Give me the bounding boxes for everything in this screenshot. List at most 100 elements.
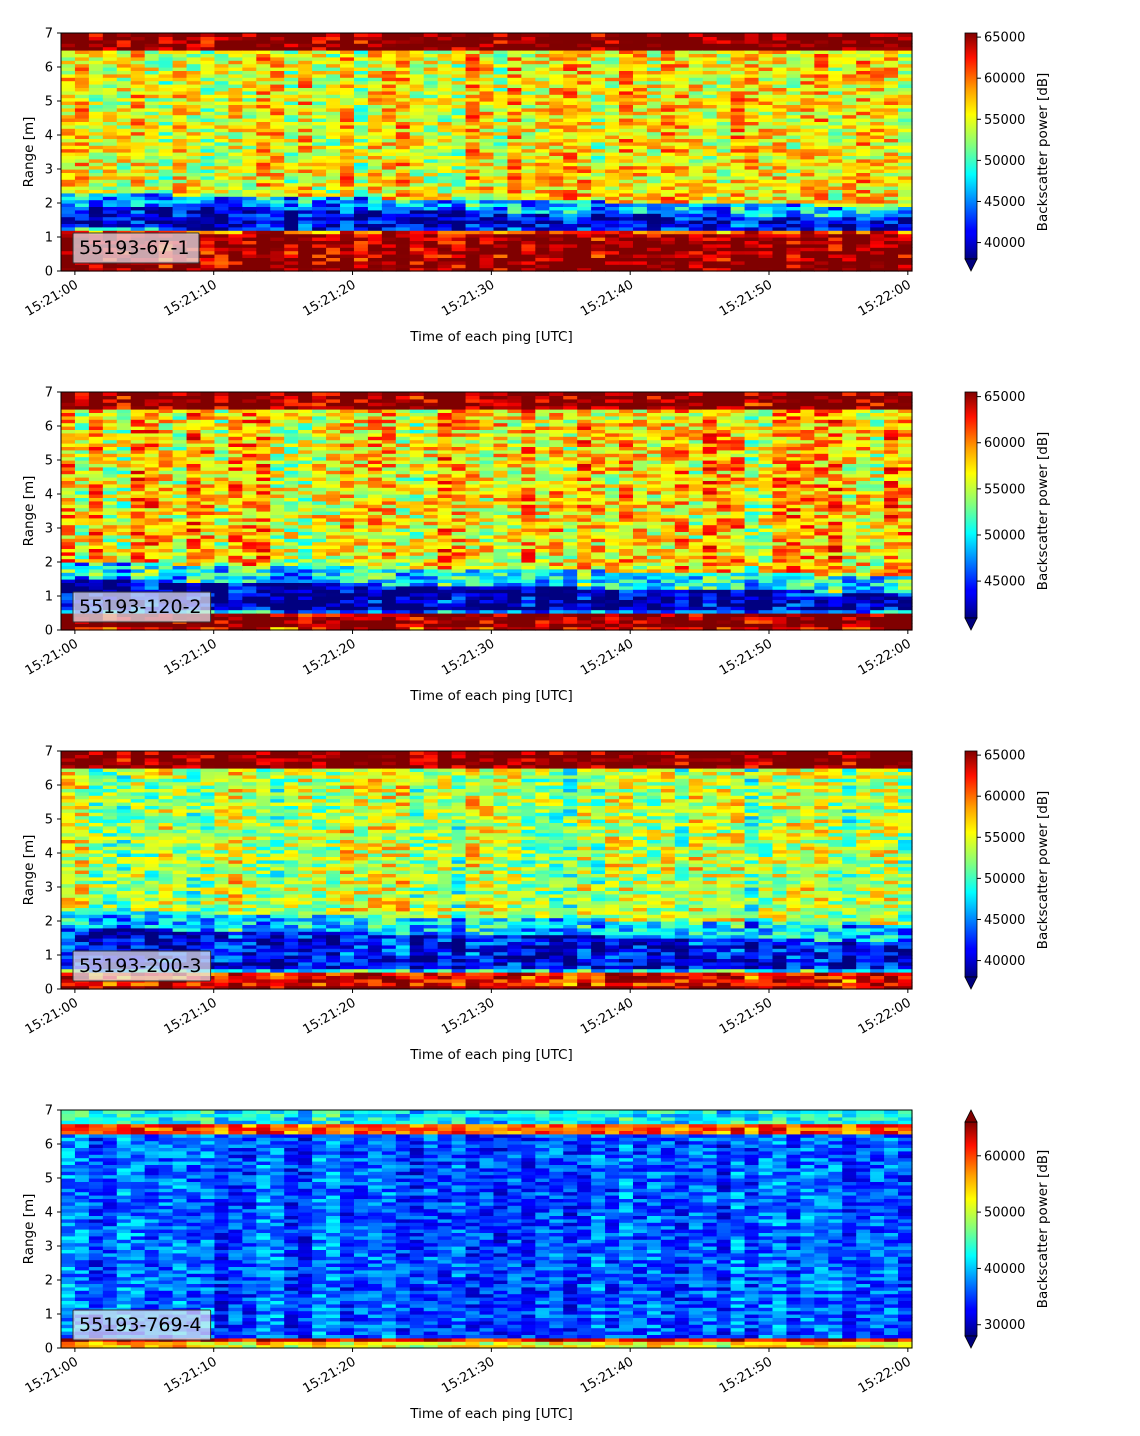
x-tick-label: 15:21:30 [439,277,497,319]
colorbar-tick-label: 30000 [984,1318,1025,1333]
y-tick-label: 2 [45,197,53,212]
x-axis-label: Time of each ping [UTC] [409,329,573,345]
x-tick-label: 15:21:00 [23,636,81,678]
y-tick-label: 0 [45,624,53,639]
y-tick-label: 1 [45,949,53,964]
x-tick-label: 15:21:20 [300,1354,358,1396]
colorbar-label: Backscatter power [dB] [1035,1150,1051,1309]
y-tick-label: 6 [45,779,53,794]
x-tick-label: 15:21:30 [439,1354,497,1396]
x-axis-label: Time of each ping [UTC] [409,688,573,704]
colorbar-tick-label: 65000 [984,749,1025,764]
x-tick-label: 15:21:30 [439,995,497,1037]
colorbar-tick-label: 40000 [984,1262,1025,1277]
y-axis-label: Range [m] [21,1194,37,1265]
panel-2: 0 1 2 3 4 5 6 7 15:21:00 15:21:10 15:21:20 15:21:30… [21,386,1051,705]
y-tick-label: 6 [45,420,53,435]
y-tick-label: 5 [45,1172,53,1187]
x-tick-label: 15:21:50 [717,277,775,319]
y-axis-label: Range [m] [21,476,37,547]
y-tick-label: 1 [45,1308,53,1323]
x-tick-label: 15:21:00 [23,1354,81,1396]
y-tick-label: 5 [45,454,53,469]
panel-label-text: 55193-200-3 [79,955,202,977]
colorbar-tick-label: 65000 [984,31,1025,46]
y-tick-label: 7 [45,745,53,760]
colorbar-tick-label: 50000 [984,872,1025,887]
x-tick-label: 15:21:40 [578,277,636,319]
x-tick-label: 15:21:50 [717,995,775,1037]
y-tick-label: 0 [45,265,53,280]
colorbar-gradient [964,750,978,978]
y-tick-label: 7 [45,27,53,42]
colorbar-tick-label: 60000 [984,72,1025,87]
y-tick-label: 3 [45,1240,53,1255]
y-tick-label: 3 [45,522,53,537]
colorbar-tick-label: 45000 [984,195,1025,210]
panel-label-text: 55193-67-1 [79,237,189,259]
x-tick-label: 15:21:50 [717,636,775,678]
panel-label-text: 55193-120-2 [79,596,202,618]
y-axis-label: Range [m] [21,117,37,188]
panel-label: 55193-67-1 [72,232,200,264]
y-axis-label: Range [m] [21,835,37,906]
colorbar-label: Backscatter power [dB] [1035,73,1051,232]
colorbar-label: Backscatter power [dB] [1035,432,1051,591]
y-tick-label: 1 [45,231,53,246]
colorbar-tick-label: 45000 [984,913,1025,928]
x-tick-label: 15:21:30 [439,636,497,678]
colorbar-tick-label: 60000 [984,1149,1025,1164]
panel-4: 0 1 2 3 4 5 6 7 15:21:00 15:21:10 15:21:20 15:21:30… [21,1104,1051,1423]
colorbar-tick-label: 65000 [984,390,1025,405]
colorbar: 40000 45000 50000 55000 60000 65000 Backscatte… [964,749,1051,990]
colorbar: 40000 45000 50000 55000 60000 65000 Backscatte… [964,31,1051,272]
axes-frame [60,1109,913,1349]
colorbar-gradient [964,391,978,619]
y-tick-label: 3 [45,881,53,896]
colorbar-gradient [964,32,978,260]
y-tick-label: 3 [45,163,53,178]
x-tick-label: 15:21:50 [717,1354,775,1396]
axes-frame [60,391,913,631]
y-tick-label: 5 [45,95,53,110]
y-tick-label: 2 [45,915,53,930]
panel-label: 55193-769-4 [72,1309,212,1341]
colorbar-extend-min [964,258,978,272]
colorbar-label: Backscatter power [dB] [1035,791,1051,950]
x-tick-label: 15:21:00 [23,995,81,1037]
heatmap [61,392,913,631]
colorbar-tick-label: 45000 [984,575,1025,590]
y-tick-label: 1 [45,590,53,605]
x-tick-label: 15:21:40 [578,1354,636,1396]
colorbar-tick-label: 50000 [984,1206,1025,1221]
colorbar-gradient [964,1121,978,1337]
x-tick-label: 15:22:00 [856,636,914,678]
y-tick-label: 4 [45,1206,53,1221]
colorbar-tick-label: 60000 [984,790,1025,805]
panel-label: 55193-120-2 [72,591,212,623]
x-tick-label: 15:21:00 [23,277,81,319]
colorbar-tick-label: 40000 [984,236,1025,251]
panel-label: 55193-200-3 [72,950,212,982]
x-tick-label: 15:22:00 [856,277,914,319]
axes-frame [60,32,913,272]
y-tick-label: 4 [45,847,53,862]
y-tick-label: 7 [45,386,53,401]
colorbar-extend-min [964,976,978,990]
panel-label-text: 55193-769-4 [79,1314,202,1336]
colorbar-tick-label: 40000 [984,954,1025,969]
x-tick-label: 15:22:00 [856,1354,914,1396]
panel-3: 0 1 2 3 4 5 6 7 15:21:00 15:21:10 15:21:20 15:21:30… [21,745,1051,1064]
y-tick-label: 7 [45,1104,53,1119]
colorbar-tick-label: 50000 [984,154,1025,169]
x-tick-label: 15:21:20 [300,995,358,1037]
x-tick-label: 15:21:10 [162,1354,220,1396]
x-tick-label: 15:21:40 [578,995,636,1037]
x-tick-label: 15:22:00 [856,995,914,1037]
y-tick-label: 6 [45,61,53,76]
panel-1: 0 1 2 3 4 5 6 7 15:21:00 15:21:10 15:21:20 15:21:30… [21,27,1051,346]
y-tick-label: 2 [45,556,53,571]
colorbar-extend-min [964,1335,978,1349]
colorbar: 45000 50000 55000 60000 65000 Backscatter pow… [964,390,1051,631]
